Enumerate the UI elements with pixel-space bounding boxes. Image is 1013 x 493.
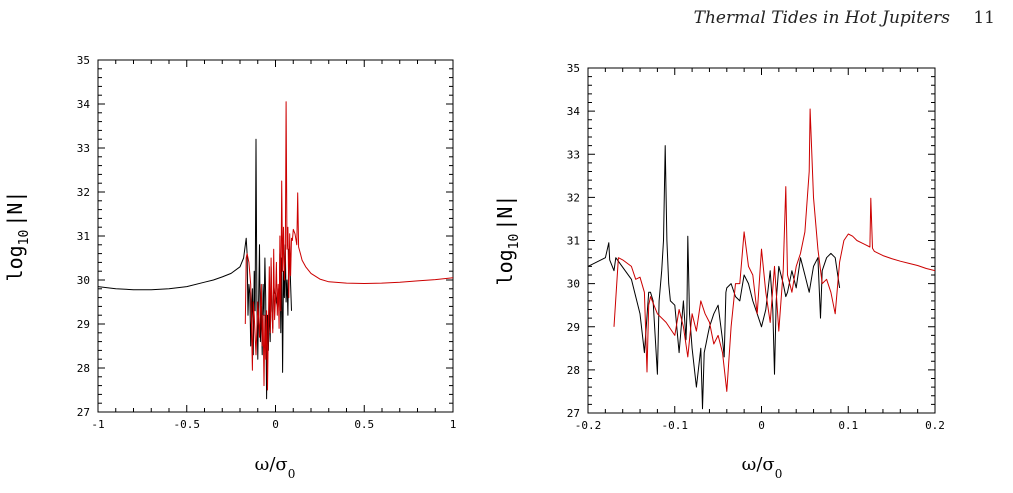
plot-frame bbox=[587, 67, 936, 414]
y-tick-label-35: 35 bbox=[77, 54, 90, 67]
x-tick-label-1: 1 bbox=[450, 418, 457, 431]
y-tick-label-31: 31 bbox=[77, 230, 90, 243]
series-line-red bbox=[613, 108, 935, 392]
y-tick-label-34: 34 bbox=[77, 98, 91, 111]
chart-right: -0.2 -0.1 0 0.1 0.2 27 28 29 30 31 32 33 34 35 log10 |N… bbox=[493, 62, 945, 481]
x-tick-label-0: 0 bbox=[758, 419, 765, 432]
x-axis-label: ω/σ0 bbox=[255, 454, 296, 481]
series-line-black bbox=[588, 145, 841, 410]
x-tick-label-0: 0 bbox=[272, 418, 279, 431]
page-number: 11 bbox=[973, 8, 995, 28]
x-tick-label-0p5: 0.5 bbox=[354, 418, 374, 431]
x-axis-label-sub: 0 bbox=[288, 467, 296, 481]
x-tick-label-0p1: 0.1 bbox=[838, 419, 858, 432]
y-tick-label-34: 34 bbox=[567, 105, 581, 118]
y-tick-label-32: 32 bbox=[77, 186, 90, 199]
y-tick-label-33: 33 bbox=[567, 148, 580, 161]
y-axis-label: log10 |N| bbox=[3, 191, 32, 282]
x-tick-label-m0p2: -0.2 bbox=[575, 419, 602, 432]
y-axis-label: log10 |N| bbox=[493, 195, 522, 286]
x-tick-label-m0p5: -0.5 bbox=[174, 418, 201, 431]
x-axis-label-main: ω/σ bbox=[742, 454, 775, 475]
y-tick-label-30: 30 bbox=[77, 274, 90, 287]
x-tick-label-m0p1: -0.1 bbox=[662, 419, 689, 432]
y-axis-label-log: log bbox=[493, 249, 517, 285]
y-tick-label-32: 32 bbox=[567, 191, 580, 204]
plot-frame bbox=[97, 59, 454, 413]
page-header: Thermal Tides in Hot Jupiters 11 bbox=[694, 8, 995, 28]
y-axis-label-abs: |N| bbox=[493, 195, 517, 231]
y-axis-label-sub: 10 bbox=[507, 234, 522, 250]
y-tick-label-28: 28 bbox=[567, 364, 580, 377]
running-title: Thermal Tides in Hot Jupiters bbox=[693, 8, 950, 28]
y-axis-label-abs: |N| bbox=[3, 191, 27, 227]
series-line-red bbox=[244, 101, 453, 391]
y-axis-label-sub: 10 bbox=[17, 230, 32, 246]
x-axis-label-main: ω/σ bbox=[255, 454, 288, 475]
y-tick-label-29: 29 bbox=[567, 321, 580, 334]
y-axis-label-log: log bbox=[3, 245, 27, 281]
y-tick-label-27: 27 bbox=[567, 407, 580, 420]
x-tick-label-m1: -1 bbox=[91, 418, 104, 431]
x-axis-label: ω/σ0 bbox=[742, 454, 783, 481]
y-tick-label-35: 35 bbox=[567, 62, 580, 75]
y-tick-label-31: 31 bbox=[567, 235, 580, 248]
y-tick-label-29: 29 bbox=[77, 318, 90, 331]
chart-left: -1 -0.5 0 0.5 1 27 28 29 30 31 32 33 34 35 log10 |N| ω/σ… bbox=[3, 54, 456, 481]
y-tick-label-33: 33 bbox=[77, 142, 90, 155]
x-tick-label-0p2: 0.2 bbox=[925, 419, 945, 432]
y-tick-label-28: 28 bbox=[77, 362, 90, 375]
y-tick-label-27: 27 bbox=[77, 406, 90, 419]
x-axis-label-sub: 0 bbox=[775, 467, 783, 481]
y-tick-label-30: 30 bbox=[567, 278, 580, 291]
series-line-black bbox=[98, 138, 292, 400]
